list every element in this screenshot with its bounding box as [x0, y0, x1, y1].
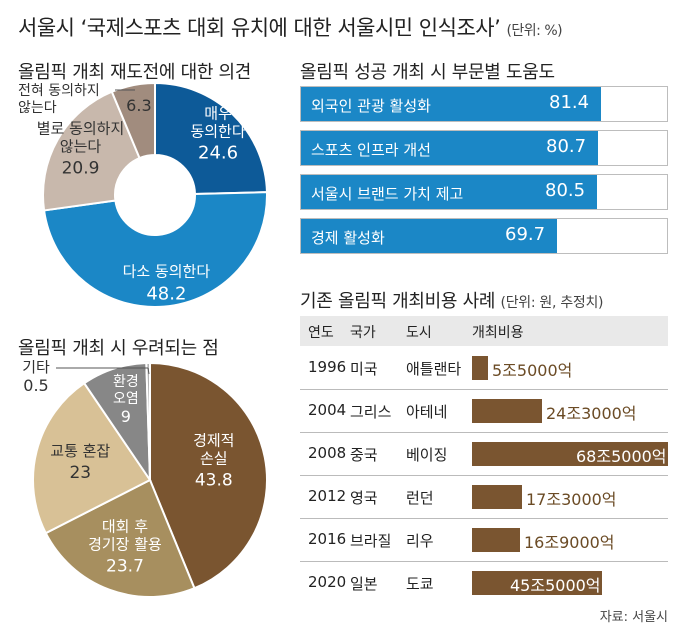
column-year: 연도: [308, 325, 334, 341]
label-facility: 대회 후 경기장 활용: [88, 518, 162, 554]
help-bar-row: 경제 활성화 69.7: [300, 218, 668, 254]
cost-value: 45조5000억: [510, 576, 601, 595]
source-note: 자료: 서울시: [599, 610, 668, 625]
help-bar-value: 80.5: [545, 180, 586, 201]
cell-country: 미국: [350, 360, 378, 378]
value-traffic: 23: [69, 463, 91, 483]
cell-country: 중국: [350, 446, 378, 464]
cost-bar: [472, 399, 542, 423]
cell-country: 영국: [350, 489, 378, 507]
value-etc: 0.5: [23, 376, 48, 395]
help-bar: [301, 87, 601, 121]
cell-year: 2012: [308, 487, 347, 505]
help-bar-row: 서울시 브랜드 가치 제고 80.5: [300, 174, 668, 210]
row-divider: [300, 561, 668, 562]
help-bar-label: 스포츠 인프라 개선: [311, 141, 431, 159]
title-text: 서울시 ‘국제스포츠 대회 유치에 대한 서울시민 인식조사’: [18, 16, 501, 40]
help-bar-value: 80.7: [546, 136, 587, 157]
cell-city: 런던: [406, 489, 434, 507]
cell-country: 그리스: [350, 403, 392, 421]
help-bar-row: 외국인 관광 활성화 81.4: [300, 86, 668, 122]
slice-facility: [44, 478, 196, 598]
row-divider: [300, 475, 668, 476]
label-agree: 다소 동의한다: [123, 263, 211, 281]
cost-value: 5조5000억: [492, 361, 573, 380]
slice-etc: [145, 361, 151, 481]
value-disagree: 20.9: [62, 158, 100, 178]
row-divider: [300, 432, 668, 433]
cost-unit: (단위: 원, 추정치): [500, 295, 604, 311]
label-economic-loss: 경제적 손실: [193, 431, 234, 467]
cost-table-header: [300, 316, 668, 346]
slice-strong-agree: [154, 81, 268, 196]
page-title: 서울시 ‘국제스포츠 대회 유치에 대한 서울시민 인식조사’ (단위: %): [18, 12, 563, 42]
column-city: 도시: [406, 325, 432, 341]
slice-traffic: [32, 381, 152, 535]
slice-economic-loss: [149, 361, 268, 590]
concern-pie-chart: 경제적 손실 43.8 대회 후 경기장 활용 23.7 교통 혼잡 23 환경 오염9 기타0.5: [22, 360, 268, 598]
cell-year: 2020: [308, 573, 347, 591]
help-bar-value: 69.7: [505, 224, 546, 245]
cell-country: 일본: [350, 575, 378, 593]
help-bar: [301, 175, 597, 209]
cost-title-text: 기존 올림픽 개최비용 사례: [300, 291, 496, 312]
cell-year: 2008: [308, 444, 347, 462]
leader-line: [147, 367, 150, 375]
help-bar: [301, 131, 598, 165]
cost-bar: [472, 528, 520, 552]
value-environment: 9: [121, 407, 131, 426]
value-strong-agree: 24.6: [198, 143, 238, 164]
row-divider: [300, 389, 668, 390]
value-strong-disagree: 6.3: [126, 96, 151, 115]
help-bar-value: 81.4: [549, 92, 590, 113]
cell-year: 1996: [308, 358, 347, 376]
label-strong-agree: 매우 동의한다: [190, 105, 245, 141]
cell-city: 베이징: [406, 446, 448, 464]
cost-table-title: 기존 올림픽 개최비용 사례 (단위: 원, 추정치): [300, 287, 604, 313]
label-etc: 기타: [22, 360, 50, 376]
label-traffic: 교통 혼잡: [50, 442, 110, 460]
label-environment: 환경 오염: [113, 374, 139, 407]
help-bar-label: 경제 활성화: [311, 229, 385, 247]
column-cost: 개최비용: [472, 325, 524, 341]
cell-city: 도쿄: [406, 575, 434, 593]
cell-year: 2004: [308, 401, 347, 419]
title-unit: (단위: %): [506, 23, 563, 39]
help-bar-label: 서울시 브랜드 가치 제고: [311, 185, 464, 203]
cost-value: 24조3000억: [546, 404, 637, 423]
row-divider: [300, 518, 668, 519]
slice-disagree: [42, 90, 141, 212]
slice-strong-disagree: [110, 81, 156, 160]
column-country: 국가: [350, 325, 376, 341]
cost-bar: [472, 356, 488, 380]
cell-country: 브라질: [350, 532, 392, 550]
concern-chart-title: 올림픽 개최 시 우려되는 점: [18, 338, 219, 359]
value-economic-loss: 43.8: [195, 470, 233, 490]
cost-value: 16조9000억: [524, 533, 615, 552]
value-facility: 23.7: [106, 557, 144, 577]
cell-city: 애틀랜타: [406, 360, 462, 378]
cell-year: 2016: [308, 530, 347, 548]
cost-bar: [472, 571, 602, 595]
cost-bar: [472, 442, 668, 466]
help-bar-label: 외국인 관광 활성화: [311, 97, 431, 115]
cost-value: 17조3000억: [526, 490, 617, 509]
cell-city: 리우: [406, 532, 434, 550]
cost-bar: [472, 485, 522, 509]
help-bar-row: 스포츠 인프라 개선 80.7: [300, 130, 668, 166]
help-bar: [301, 219, 557, 253]
label-strong-disagree: 전혀 동의하지 않는다: [18, 83, 100, 116]
label-disagree: 별로 동의하지 않는다: [37, 119, 125, 155]
opinion-chart-title: 올림픽 개최 재도전에 대한 의견: [18, 62, 252, 83]
help-chart-title: 올림픽 성공 개최 시 부문별 도움도: [300, 62, 555, 83]
cost-value: 68조5000억: [576, 447, 667, 466]
value-agree: 48.2: [146, 284, 186, 305]
slice-agree: [42, 191, 268, 308]
cell-city: 아테네: [406, 403, 448, 421]
